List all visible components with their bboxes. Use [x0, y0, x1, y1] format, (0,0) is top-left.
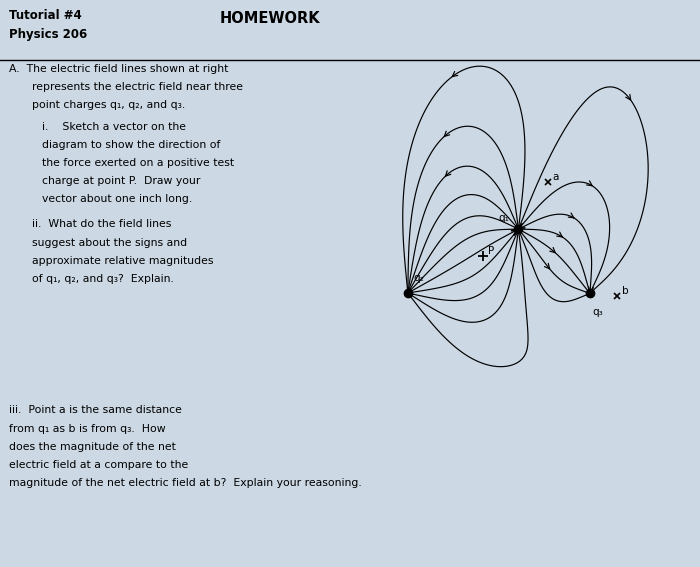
FancyArrowPatch shape [512, 229, 518, 235]
Text: charge at point P.  Draw your: charge at point P. Draw your [42, 176, 200, 187]
Text: A.  The electric field lines shown at right: A. The electric field lines shown at rig… [9, 64, 228, 74]
Text: the force exerted on a positive test: the force exerted on a positive test [42, 158, 234, 168]
FancyArrowPatch shape [626, 94, 631, 100]
FancyArrowPatch shape [545, 263, 550, 269]
Text: approximate relative magnitudes: approximate relative magnitudes [32, 256, 213, 266]
FancyArrowPatch shape [589, 287, 594, 294]
FancyArrowPatch shape [512, 229, 518, 235]
Text: iii.  Point a is the same distance: iii. Point a is the same distance [9, 405, 182, 416]
Text: diagram to show the direction of: diagram to show the direction of [42, 140, 220, 150]
Text: from q₁ as b is from q₃.  How: from q₁ as b is from q₃. How [9, 424, 166, 434]
Text: q₂: q₂ [413, 273, 424, 283]
Text: HOMEWORK: HOMEWORK [219, 11, 320, 26]
Text: magnitude of the net electric field at b?  Explain your reasoning.: magnitude of the net electric field at b… [9, 478, 362, 488]
FancyArrowPatch shape [512, 229, 518, 235]
FancyArrowPatch shape [556, 232, 562, 237]
Text: q₃: q₃ [592, 307, 603, 317]
FancyArrowPatch shape [444, 131, 449, 137]
FancyArrowPatch shape [512, 229, 518, 235]
Text: P: P [488, 246, 494, 256]
FancyArrowPatch shape [512, 229, 518, 235]
Text: represents the electric field near three: represents the electric field near three [32, 82, 242, 92]
FancyArrowPatch shape [518, 223, 525, 229]
Text: point charges q₁, q₂, and q₃.: point charges q₁, q₂, and q₃. [32, 100, 185, 111]
Text: q₁: q₁ [498, 213, 510, 223]
Text: Physics 206: Physics 206 [9, 28, 88, 41]
FancyArrowPatch shape [568, 213, 574, 218]
Text: of q₁, q₂, and q₃?  Explain.: of q₁, q₂, and q₃? Explain. [32, 274, 174, 284]
Text: i.    Sketch a vector on the: i. Sketch a vector on the [42, 122, 186, 132]
Text: suggest about the signs and: suggest about the signs and [32, 238, 187, 248]
FancyArrowPatch shape [512, 229, 518, 235]
FancyArrowPatch shape [587, 181, 592, 186]
Text: a: a [552, 172, 559, 182]
Text: vector about one inch long.: vector about one inch long. [42, 194, 193, 205]
FancyArrowPatch shape [550, 247, 555, 253]
Text: does the magnitude of the net: does the magnitude of the net [9, 442, 176, 452]
Text: b: b [622, 286, 629, 296]
FancyArrowPatch shape [452, 71, 458, 77]
Text: Tutorial #4: Tutorial #4 [9, 9, 82, 22]
Text: ii.  What do the field lines: ii. What do the field lines [32, 219, 171, 230]
FancyArrowPatch shape [445, 171, 451, 176]
Text: electric field at a compare to the: electric field at a compare to the [9, 460, 188, 470]
FancyArrowPatch shape [518, 223, 525, 229]
